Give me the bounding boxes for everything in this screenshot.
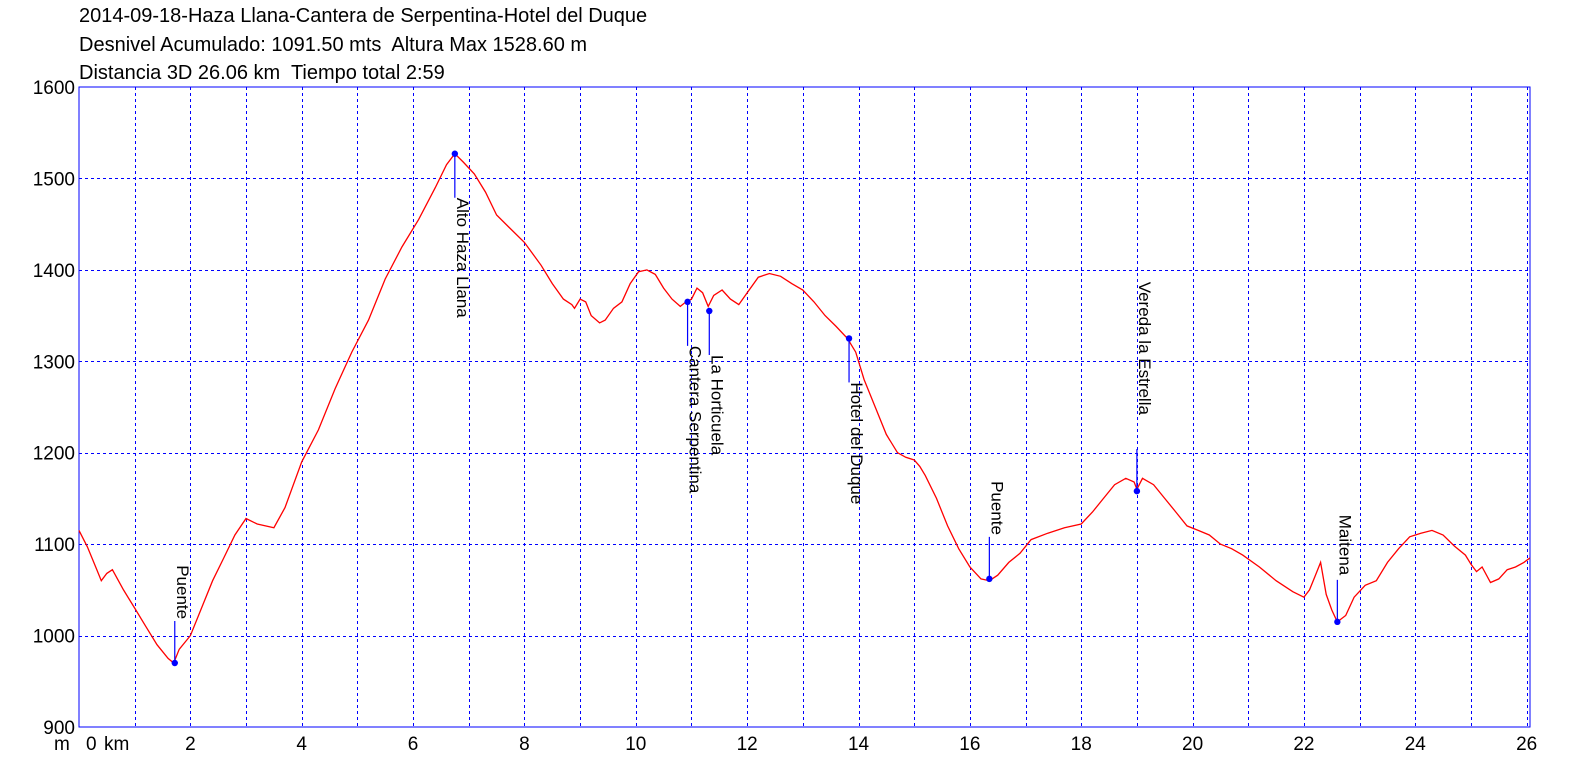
x-tick-label: 6: [408, 734, 419, 755]
x-tick-label: 14: [848, 734, 870, 755]
chart-title: 2014-09-18-Haza Llana-Cantera de Serpent…: [79, 5, 648, 27]
waypoint-dot: [1334, 618, 1341, 626]
x-tick-label: 2: [185, 734, 196, 755]
waypoint-label: Puente: [173, 565, 192, 619]
y-tick-label: 1200: [33, 444, 75, 465]
summary-elevation: Desnivel Acumulado: 1091.50 mts Altura M…: [79, 34, 588, 56]
waypoint-dot: [706, 307, 713, 315]
waypoint-dot: [845, 335, 853, 342]
grid-lines: [79, 87, 1530, 727]
x-tick-label: 16: [959, 734, 980, 755]
y-tick-label: 1000: [33, 627, 75, 648]
y-tick-label: 1300: [33, 352, 75, 373]
x-tick-label: 0: [86, 734, 97, 755]
x-tick-label: 22: [1293, 734, 1314, 755]
waypoint: Alto Haza Llana: [451, 150, 472, 319]
waypoint-label: Cantera Serpentina: [686, 346, 705, 494]
waypoint-label: Puente: [987, 481, 1006, 535]
waypoint: La Horticuela: [706, 307, 726, 456]
waypoint-label: La Horticuela: [707, 355, 726, 456]
waypoint: Hotel del Duque: [845, 335, 866, 504]
x-tick-label: 8: [519, 734, 530, 755]
waypoint-dot: [1133, 487, 1141, 495]
summary-distance-time: Distancia 3D 26.06 km Tiempo total 2:59: [79, 62, 445, 84]
x-tick-label: 10: [625, 734, 646, 755]
waypoint-dot: [684, 298, 691, 306]
waypoint: Puente: [986, 481, 1006, 583]
waypoint-dot: [451, 150, 459, 157]
waypoint: Cantera Serpentina: [684, 298, 705, 494]
y-tick-label: 1500: [33, 169, 75, 190]
waypoint-dot: [171, 659, 178, 667]
y-tick-label: 1400: [33, 261, 75, 282]
y-tick-label: 1100: [34, 535, 75, 556]
x-tick-label: 12: [737, 734, 758, 755]
elevation-line: [78, 152, 1531, 665]
waypoint-dot: [986, 575, 993, 583]
waypoint-markers: Puente Alto Haza Llana Cantera Serpentina L…: [171, 150, 1354, 667]
plot-frame: [78, 86, 1531, 728]
waypoint-label: Vereda la Estrella: [1135, 282, 1154, 416]
y-axis-ticks: 900 1000 1100 1200 1300 1400 1500 1600: [33, 78, 75, 739]
waypoint-label: Maitena: [1335, 515, 1354, 576]
waypoint: Puente: [171, 565, 192, 667]
x-tick-label: 4: [296, 734, 307, 755]
x-tick-label: 18: [1071, 734, 1092, 755]
waypoint: Vereda la Estrella: [1133, 282, 1154, 495]
x-tick-label: 20: [1182, 734, 1203, 755]
waypoint: Maitena: [1334, 515, 1354, 626]
x-axis-ticks: 0 2 4 6 8 10 12 14 16 18 20 22 24 26: [86, 734, 1537, 755]
y-tick-label: 900: [43, 718, 75, 739]
y-unit-label: m: [54, 734, 70, 755]
waypoint-label: Alto Haza Llana: [453, 198, 472, 319]
y-tick-label: 1600: [33, 78, 75, 99]
x-unit-label: km: [104, 734, 129, 755]
x-tick-label: 26: [1516, 734, 1537, 755]
x-tick-label: 24: [1405, 734, 1427, 755]
waypoint-label: Hotel del Duque: [847, 382, 866, 504]
